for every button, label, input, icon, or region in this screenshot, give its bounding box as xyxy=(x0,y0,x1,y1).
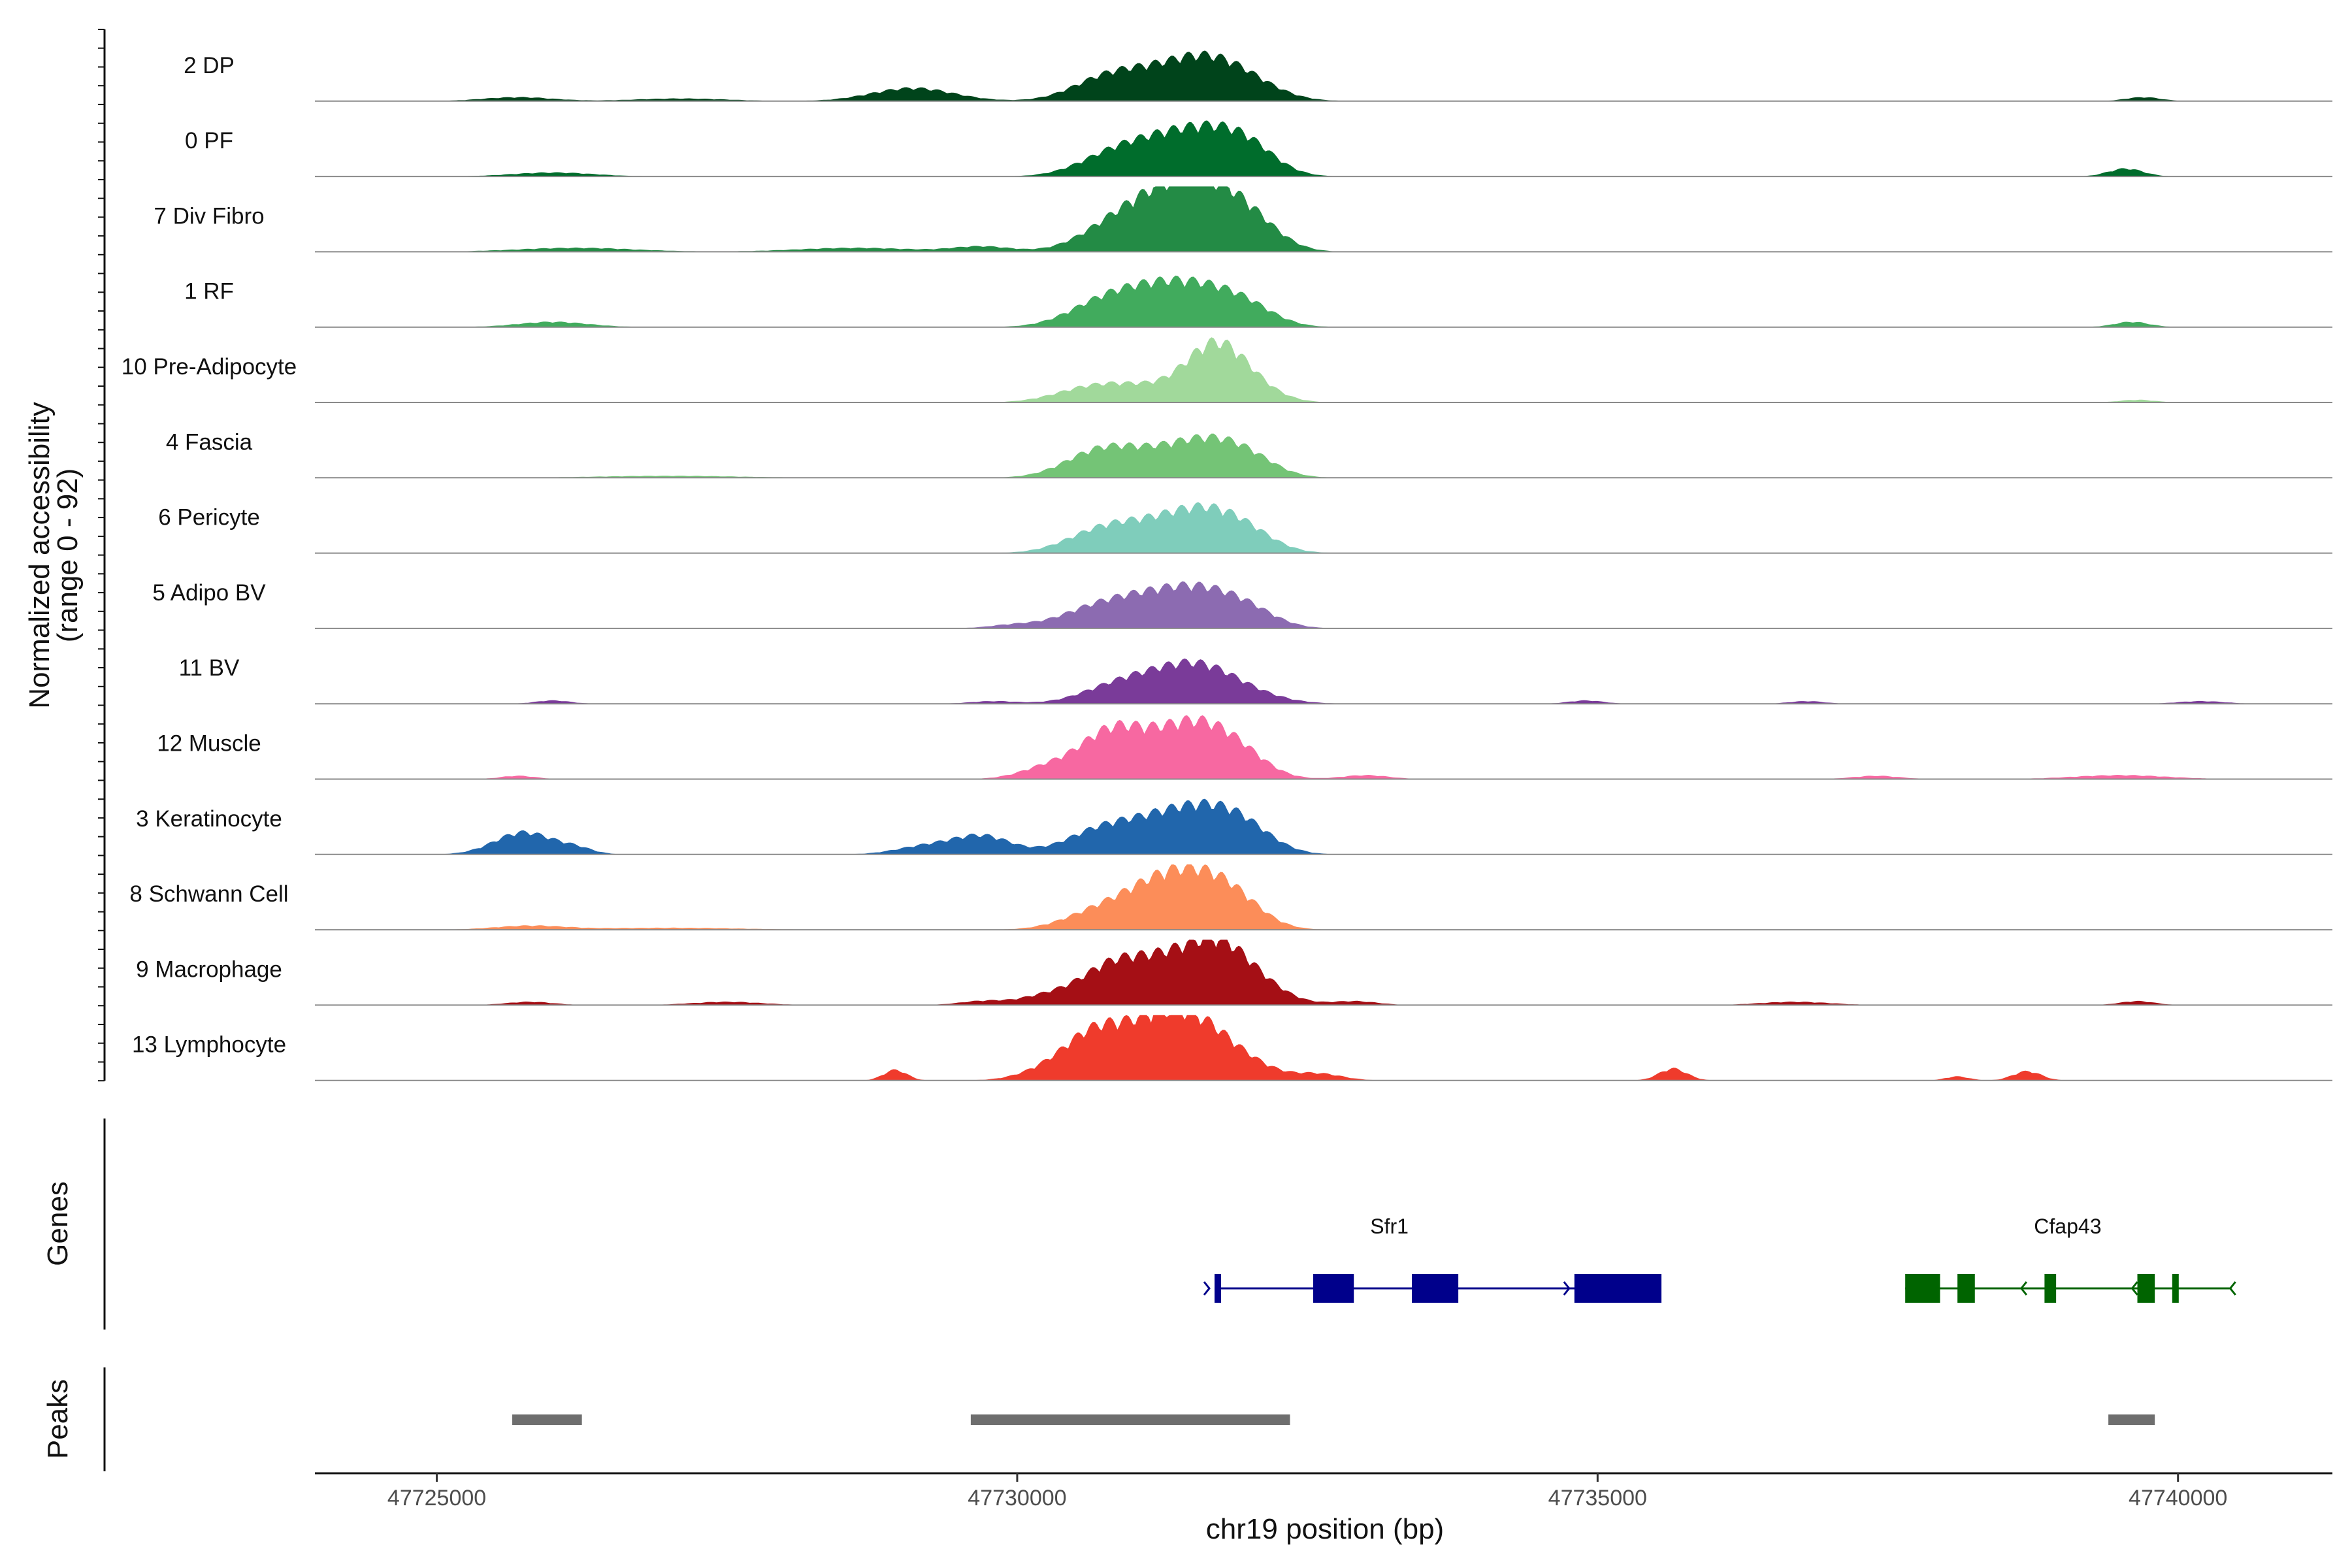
strand-arrow xyxy=(2019,1281,2028,1296)
gene-exon xyxy=(1214,1274,1221,1303)
track-5-adipo-bv: 5 Adipo BV xyxy=(152,580,2332,629)
strand-arrow xyxy=(2131,1281,2138,1296)
track-label: 9 Macrophage xyxy=(136,956,282,982)
y-axis-title: Normalized accessibility xyxy=(24,402,56,708)
gene-exon xyxy=(1313,1274,1354,1303)
track-2-dp: 2 DP xyxy=(184,50,2332,102)
track-signal xyxy=(315,658,2332,704)
track-11-bv: 11 BV xyxy=(179,655,2332,705)
gene-name-label: Sfr1 xyxy=(1370,1215,1409,1238)
track-0-pf: 0 PF xyxy=(185,120,2332,178)
strand-arrow xyxy=(1563,1281,1571,1296)
gene-name-label: Cfap43 xyxy=(2034,1215,2101,1238)
genes-panel-label: Genes xyxy=(42,1181,74,1266)
track-signal xyxy=(315,120,2332,177)
track-signal xyxy=(315,1015,2332,1081)
track-signal xyxy=(315,502,2332,553)
gene-exon xyxy=(1574,1274,1662,1303)
track-7-div-fibro: 7 Div Fibro xyxy=(154,186,2332,253)
track-label: 6 Pericyte xyxy=(158,505,260,531)
coverage-tracks: 2 DP 0 PF 7 Div Fibro 1 RF 10 Pre-Adipocyte 4… xyxy=(122,50,2332,1081)
track-12-muscle: 12 Muscle xyxy=(157,715,2332,780)
peak-regions xyxy=(512,1414,2155,1425)
track-label: 10 Pre-Adipocyte xyxy=(122,354,297,380)
track-signal xyxy=(315,275,2332,327)
track-signal xyxy=(315,715,2332,779)
coverage-y-axis xyxy=(98,29,106,1082)
x-tick-label: 47740000 xyxy=(2129,1486,2227,1511)
strand-arrow xyxy=(1203,1281,1211,1296)
track-signal xyxy=(315,939,2332,1005)
track-signal xyxy=(315,186,2332,252)
y-axis-subtitle: (range 0 - 92) xyxy=(52,468,84,643)
track-1-rf: 1 RF xyxy=(184,275,2332,328)
track-label: 5 Adipo BV xyxy=(152,580,266,606)
track-signal xyxy=(315,798,2332,855)
gene-exon xyxy=(1412,1274,1459,1303)
track-label: 7 Div Fibro xyxy=(154,203,264,229)
track-label: 8 Schwann Cell xyxy=(129,881,288,907)
x-tick-label: 47730000 xyxy=(968,1486,1066,1511)
peak-region xyxy=(970,1414,1290,1425)
track-label: 3 Keratinocyte xyxy=(136,806,282,832)
track-label: 13 Lymphocyte xyxy=(132,1032,286,1058)
gene-exon xyxy=(1957,1274,1975,1303)
track-signal xyxy=(315,581,2332,629)
x-axis-title: chr19 position (bp) xyxy=(1206,1513,1444,1545)
track-signal xyxy=(315,864,2332,930)
track-signal xyxy=(315,337,2332,402)
gene-exon xyxy=(2044,1274,2057,1303)
track-label: 11 BV xyxy=(179,655,240,681)
track-signal xyxy=(315,50,2332,101)
track-signal xyxy=(315,433,2332,478)
x-tick-label: 47725000 xyxy=(387,1486,486,1511)
track-label: 12 Muscle xyxy=(157,731,261,757)
peak-region xyxy=(2108,1414,2155,1425)
gene-exon xyxy=(1905,1274,1940,1303)
track-3-keratinocyte: 3 Keratinocyte xyxy=(136,798,2332,855)
peak-region xyxy=(512,1414,582,1425)
gene-exon xyxy=(2137,1274,2155,1303)
x-tick-label: 47735000 xyxy=(1548,1486,1647,1511)
track-label: 1 RF xyxy=(184,279,234,304)
track-label: 0 PF xyxy=(185,128,233,154)
gene-exon xyxy=(2172,1274,2179,1303)
track-6-pericyte: 6 Pericyte xyxy=(158,502,2332,554)
x-axis-ticks: 47725000 47730000 47735000 47740000 xyxy=(387,1473,2227,1511)
track-label: 4 Fascia xyxy=(166,429,253,455)
strand-arrow xyxy=(2229,1281,2236,1296)
peaks-panel-label: Peaks xyxy=(42,1379,74,1459)
gene-cfap43: Cfap43 xyxy=(1905,1215,2236,1303)
track-8-schwann-cell: 8 Schwann Cell xyxy=(129,864,2332,931)
gene-annotations: Sfr1 Cfap43 xyxy=(1203,1215,2236,1303)
track-4-fascia: 4 Fascia xyxy=(166,429,2332,479)
track-10-pre-adipocyte: 10 Pre-Adipocyte xyxy=(122,337,2332,403)
track-label: 2 DP xyxy=(184,53,235,78)
track-13-lymphocyte: 13 Lymphocyte xyxy=(132,1015,2332,1081)
gene-sfr1: Sfr1 xyxy=(1203,1215,1662,1303)
track-9-macrophage: 9 Macrophage xyxy=(136,939,2332,1006)
